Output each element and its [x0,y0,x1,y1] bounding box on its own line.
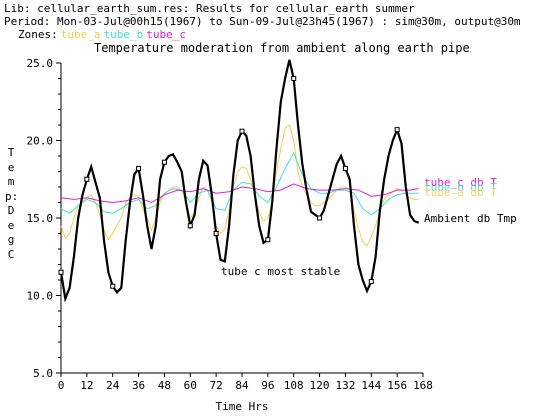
tube-c-series-label: tube_c db T [424,176,497,189]
y-tick-label: 5.0 [33,367,53,380]
x-tick-label: 120 [310,379,330,392]
x-tick-label: 0 [58,379,65,392]
x-tick-label: 36 [132,379,145,392]
x-tick-label: 96 [261,379,274,392]
ambient-data-point [291,76,297,81]
ambient-series-label: Ambient db Tmp [424,212,517,225]
x-tick-label: 24 [106,379,120,392]
y-tick-label: 10.0 [27,290,54,303]
series-line-ambient-db-tmp [59,59,420,303]
ambient-data-point [187,223,193,229]
ambient-data-point [213,231,219,236]
series-line-tube-b [60,151,419,216]
x-tick-label: 108 [284,379,304,392]
tube-b-series-label: tube_b db T [424,181,497,194]
ambient-data-point [161,159,167,165]
y-tick-label: 15.0 [27,212,54,225]
zone-tube-c: tube_c [146,28,186,41]
ambient-data-point [368,279,374,285]
ambient-data-point [317,215,323,221]
ambient-data-point [110,283,116,289]
x-tick-label: 12 [80,379,93,392]
chart-title: Temperature moderation from ambient alon… [94,41,470,55]
chart-series [58,59,420,303]
x-axis-label: Time Hrs [216,400,269,413]
x-tick-label: 72 [210,379,223,392]
tube-a-series-label: tube_a db T [424,186,497,199]
x-tick-label: 156 [387,379,407,392]
y-tick-label: 20.0 [27,135,54,148]
x-tick-label: 84 [235,379,249,392]
zone-tube-b: tube_b [103,28,144,41]
zones-label: Zones: [18,28,58,41]
ambient-data-point [239,128,245,134]
x-tick-label: 168 [413,379,433,392]
period-header: Period: Mon-03-Jul@00h15(1967) to Sun-09… [4,15,521,28]
ambient-data-point [265,237,271,243]
ambient-data-point [136,165,142,171]
library-header: Lib: cellular_earth_sum.res: Results for… [4,2,415,15]
ambient-data-point [394,127,400,133]
chart-axes: 0 12 24 36 48 60 72 84 96 108 120 132 144 156 168 5.0 10… [27,57,433,413]
x-tick-label: 48 [158,379,171,392]
ambient-data-point [342,165,348,171]
zone-tube-a: tube_a [60,28,101,41]
ambient-data-point [84,176,90,182]
series-line-tube-c [60,183,419,204]
y-tick-label: 25.0 [27,57,54,70]
series-line-tube-a [60,124,419,247]
y-axis-label: Temp: Deg C [5,146,25,261]
ambient-data-point [58,269,64,275]
stable-note-annotation: tube c most stable [221,265,340,278]
x-tick-label: 144 [361,379,381,392]
x-tick-label: 132 [335,379,355,392]
zones-legend: Zones: tube_a tube_b tube_c [18,28,186,41]
x-tick-label: 60 [184,379,197,392]
